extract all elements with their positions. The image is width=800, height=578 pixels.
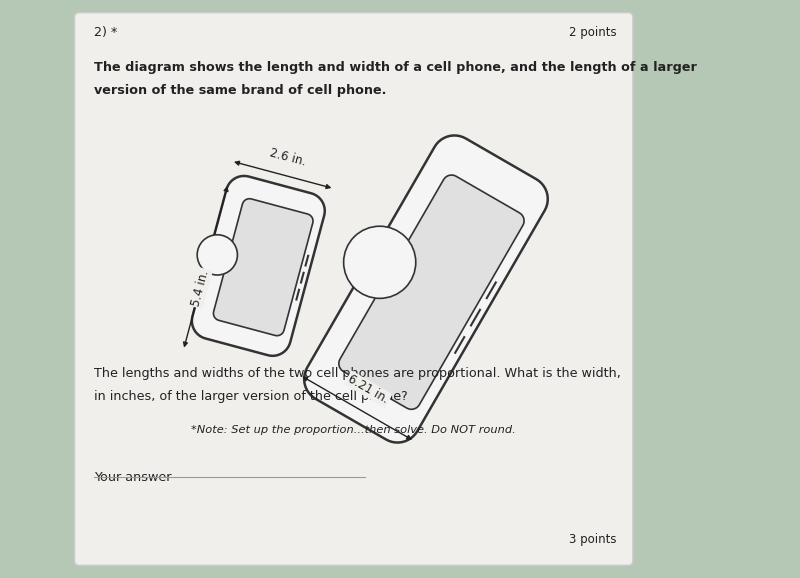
Circle shape (344, 226, 416, 298)
Polygon shape (304, 135, 548, 443)
Circle shape (197, 235, 238, 275)
Text: in inches, of the larger version of the cell phone?: in inches, of the larger version of the … (94, 390, 407, 403)
FancyBboxPatch shape (74, 13, 633, 565)
Text: version of the same brand of cell phone.: version of the same brand of cell phone. (94, 84, 386, 97)
Polygon shape (339, 175, 524, 409)
Text: 2.6 in.: 2.6 in. (268, 146, 307, 168)
Text: 2 points: 2 points (569, 26, 617, 39)
Text: 5.4 in.: 5.4 in. (189, 268, 211, 307)
Text: Your answer: Your answer (94, 471, 171, 484)
Text: The lengths and widths of the two cell phones are proportional. What is the widt: The lengths and widths of the two cell p… (94, 367, 621, 380)
Polygon shape (214, 199, 313, 336)
Text: 3 points: 3 points (569, 533, 617, 546)
Text: *Note: Set up the proportion...then solve. Do NOT round.: *Note: Set up the proportion...then solv… (191, 425, 516, 435)
Text: 2) *: 2) * (94, 26, 117, 39)
Text: 6.21 in.: 6.21 in. (346, 372, 390, 406)
Polygon shape (192, 176, 325, 356)
Text: The diagram shows the length and width of a cell phone, and the length of a larg: The diagram shows the length and width o… (94, 61, 697, 73)
